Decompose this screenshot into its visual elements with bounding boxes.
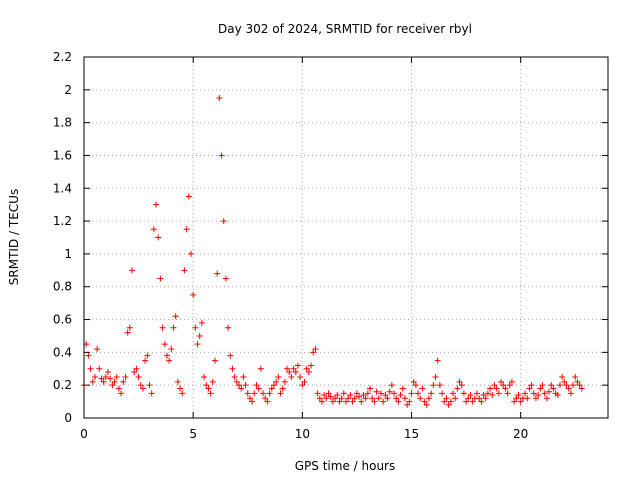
data-point	[461, 390, 467, 396]
y-tick-label: 1.8	[53, 116, 72, 130]
data-point	[88, 366, 94, 372]
data-point	[216, 95, 222, 101]
data-point	[225, 325, 231, 331]
data-point	[201, 374, 207, 380]
data-point	[181, 267, 187, 273]
y-tick-label: 2	[64, 83, 72, 97]
x-tick-label: 5	[189, 427, 197, 441]
data-point	[162, 341, 168, 347]
data-point	[557, 382, 563, 388]
data-point	[570, 382, 576, 388]
y-tick-label: 2.2	[53, 50, 72, 64]
data-point	[136, 374, 142, 380]
data-point	[175, 379, 181, 385]
data-point	[94, 346, 100, 352]
data-point	[214, 271, 220, 277]
chart-title: Day 302 of 2024, SRMTID for receiver rby…	[218, 22, 472, 36]
data-point	[308, 362, 314, 368]
data-point	[210, 379, 216, 385]
y-tick-label: 1.2	[53, 214, 72, 228]
data-point	[219, 152, 225, 158]
data-point	[227, 353, 233, 359]
data-point	[212, 358, 218, 364]
data-point	[199, 320, 205, 326]
x-tick-label: 15	[404, 427, 419, 441]
y-tick-label: 0	[64, 411, 72, 425]
plot-frame	[84, 57, 608, 418]
data-point	[197, 333, 203, 339]
data-point	[153, 202, 159, 208]
data-point	[171, 325, 177, 331]
data-point	[243, 382, 249, 388]
data-point	[258, 366, 264, 372]
data-point	[157, 276, 163, 282]
data-point	[195, 341, 201, 347]
y-tick-label: 0.8	[53, 280, 72, 294]
data-point	[184, 226, 190, 232]
data-point	[190, 292, 196, 298]
data-point	[223, 276, 229, 282]
data-point	[419, 385, 425, 391]
data-point	[147, 382, 153, 388]
chart-svg: Day 302 of 2024, SRMTID for receiver rby…	[0, 0, 640, 480]
data-point	[240, 374, 246, 380]
data-point	[173, 313, 179, 319]
x-tick-label: 20	[513, 427, 528, 441]
data-point	[437, 382, 443, 388]
data-point	[400, 385, 406, 391]
y-tick-label: 1	[64, 247, 72, 261]
data-point	[398, 392, 404, 398]
data-point	[409, 390, 415, 396]
data-point	[454, 385, 460, 391]
x-tick-label: 10	[295, 427, 310, 441]
data-point	[380, 399, 386, 405]
data-point	[435, 358, 441, 364]
data-point	[129, 267, 135, 273]
data-point	[96, 366, 102, 372]
data-point	[295, 362, 301, 368]
data-point	[433, 374, 439, 380]
data-point	[229, 366, 235, 372]
x-tick-label: 0	[80, 427, 88, 441]
grid-layer	[84, 57, 608, 418]
data-point	[430, 382, 436, 388]
data-point	[402, 395, 408, 401]
data-point	[297, 374, 303, 380]
data-point	[168, 346, 174, 352]
y-tick-label: 1.6	[53, 148, 72, 162]
data-point	[282, 379, 288, 385]
data-point	[251, 390, 257, 396]
data-point	[151, 226, 157, 232]
data-point	[85, 353, 91, 359]
chart: Day 302 of 2024, SRMTID for receiver rby…	[0, 0, 640, 480]
x-axis-label: GPS time / hours	[295, 459, 396, 473]
y-tick-label: 0.4	[53, 345, 72, 359]
data-point	[160, 325, 166, 331]
y-tick-label: 0.2	[53, 378, 72, 392]
data-point	[188, 251, 194, 257]
data-point	[149, 390, 155, 396]
data-point	[439, 390, 445, 396]
data-point	[186, 193, 192, 199]
data-points	[81, 95, 585, 408]
tick-layer: 0 0.2 0.4 0.6 0.8 1 1.2 1.4 1.6 1.8 2 2.2 0 5 10 15 20	[53, 50, 608, 441]
data-point	[221, 218, 227, 224]
y-tick-label: 1.4	[53, 181, 72, 195]
data-point	[155, 235, 161, 241]
data-point	[389, 382, 395, 388]
y-axis-label: SRMTID / TECUs	[7, 189, 21, 285]
y-tick-label: 0.6	[53, 313, 72, 327]
